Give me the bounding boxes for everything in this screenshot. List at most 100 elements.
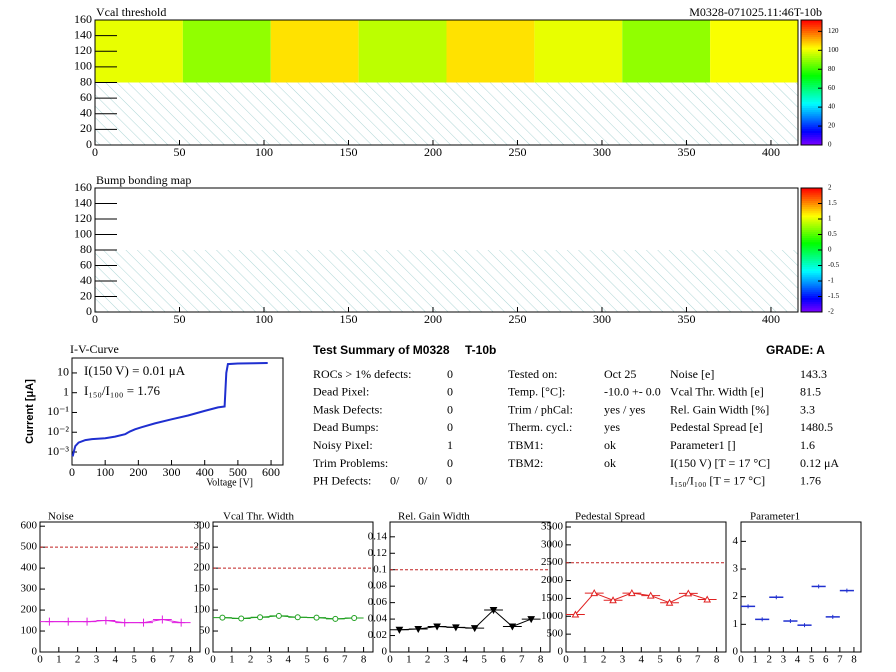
colorbar-step [801, 30, 822, 33]
x-tick-label: 4 [113, 654, 119, 666]
result-value: 81.5 [800, 385, 821, 399]
colorbar-step [801, 272, 822, 276]
point [414, 625, 423, 634]
x-tick-label: 400 [762, 312, 780, 326]
y-tick-label: 2500 [541, 556, 564, 568]
y-tick-label: 80 [80, 74, 92, 88]
y-tick-label: 3000 [541, 538, 564, 550]
x-tick-label: 0 [92, 145, 98, 159]
chart-title: I-V-Curve [70, 342, 119, 356]
colorbar-step [801, 136, 822, 140]
colorbar-tick-label: -1 [828, 277, 834, 285]
colorbar-step [801, 142, 822, 146]
x-tick-label: 0 [92, 312, 98, 326]
x-tick-label: 0 [387, 654, 393, 666]
x-tick-label: 350 [677, 312, 695, 326]
colorbar-step [801, 51, 822, 54]
condition-value: Oct 25 [604, 367, 636, 381]
point [571, 610, 580, 618]
colorbar-step [801, 235, 822, 239]
colorbar-step [801, 202, 822, 206]
point [64, 617, 73, 626]
y-tick-label: 600 [21, 520, 38, 532]
x-tick-label: 50 [173, 145, 185, 159]
y-tick-label: 3 [733, 563, 739, 575]
colorbar-step [801, 247, 822, 251]
chart-title: Noise [48, 511, 74, 523]
x-tick-label: 500 [229, 465, 247, 479]
x-tick-label: 100 [96, 465, 114, 479]
colorbar-step [801, 65, 822, 69]
point [609, 596, 617, 604]
colorbar-step [801, 55, 822, 58]
colorbar-step [801, 287, 822, 290]
x-tick-label: 3 [620, 654, 626, 666]
colorbar-frame [800, 19, 823, 146]
colorbar-step [801, 285, 822, 288]
x-tick-label: 400 [762, 145, 780, 159]
colorbar-step [801, 270, 822, 274]
colorbar-step [801, 130, 822, 133]
result-label: I₁₅₀/I₁₀₀ [T = 17 °C] [670, 474, 765, 488]
point [332, 615, 339, 622]
colorbar-step [801, 262, 822, 265]
chart-panel: Bump bonding map-2-1.5-1-0.500.511.520 50… [74, 173, 840, 326]
y-tick-label: 0 [205, 646, 211, 658]
colorbar-step [801, 76, 822, 79]
x-tick-label: 8 [714, 654, 720, 666]
y-tick-label: 0 [32, 646, 38, 658]
colorbar-step [801, 281, 822, 284]
y-tick-label: 400 [21, 562, 38, 574]
defect-label: Mask Defects: [313, 402, 383, 416]
colorbar-step [801, 305, 822, 309]
x-tick-label: 5 [657, 654, 663, 666]
point [45, 617, 54, 626]
x-tick-label: 6 [676, 654, 682, 666]
x-tick-label: 5 [809, 654, 815, 666]
y-tick-label: 300 [21, 583, 38, 595]
colorbar-tick-label: 120 [828, 27, 839, 35]
colorbar-step [801, 36, 822, 40]
x-tick-label: 3 [781, 654, 787, 666]
colorbar-step [801, 233, 822, 237]
colorbar-tick-label: 2 [828, 184, 832, 192]
plot-frame [71, 357, 284, 466]
x-axis-label: Voltage [V] [206, 477, 253, 488]
y-tick-label: 40 [80, 106, 92, 120]
colorbar-step [801, 20, 822, 23]
colorbar-step [801, 212, 822, 216]
colorbar-step [801, 78, 822, 81]
x-tick-label: 1 [752, 654, 758, 666]
point [590, 589, 599, 597]
x-tick-label: 100 [255, 145, 273, 159]
ph-defects-value: 0/ [390, 474, 400, 488]
colorbar-step [801, 72, 822, 75]
colorbar-tick-label: -0.5 [828, 261, 840, 269]
colorbar-step [801, 200, 822, 203]
x-tick-label: 300 [593, 145, 611, 159]
y-tick-label: 200 [194, 562, 211, 574]
colorbar-tick-label: 20 [828, 122, 836, 130]
colorbar-step [801, 32, 822, 36]
condition-label: Tested on: [508, 367, 557, 381]
x-tick-label: 300 [163, 465, 181, 479]
result-label: Rel. Gain Width [%] [670, 402, 769, 416]
colorbar-step [801, 86, 822, 90]
chart-panel: Noise 0 1 2 3 4 5 6 7 8 0 100 200 300 400 500 600 [21, 511, 201, 666]
colorbar-step [801, 289, 822, 292]
colorbar-step [801, 49, 822, 52]
colorbar-step [801, 245, 822, 249]
annotation: I₁₅₀/I₁₀₀ = 1.76 [84, 383, 161, 398]
y-tick-label: 100 [74, 59, 92, 73]
x-tick-label: 6 [323, 654, 329, 666]
colorbar-step [801, 138, 822, 142]
y-tick-label: 300 [194, 520, 211, 532]
colorbar-tick-label: 1 [828, 215, 832, 223]
y-tick-label: 500 [21, 541, 38, 553]
y-tick-label: 10⁻¹ [47, 404, 69, 418]
colorbar-tick-label: 1.5 [828, 199, 837, 207]
point [351, 615, 358, 622]
colorbar-step [801, 80, 822, 83]
point [452, 624, 460, 632]
